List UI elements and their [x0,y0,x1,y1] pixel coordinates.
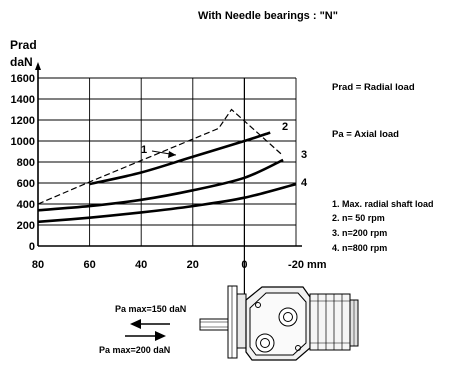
series-line-2 [89,131,271,186]
series-label-3: 3 [301,149,307,161]
y-axis-label-line2: daN [10,55,33,69]
y-tick-label: 1000 [11,136,35,148]
x-tick-label: 40 [135,259,147,271]
series-label-2: 2 [282,121,288,133]
legend-pa: Pa = Axial load [332,129,399,140]
motor-illustration [199,285,359,361]
x-tick-label: 80 [32,259,44,271]
series-label-4: 4 [301,177,308,189]
axial-arrow-right-icon [125,331,166,341]
x-tick-label: 20 [187,259,199,271]
y-tick-label: 1600 [11,73,35,85]
grid [38,77,297,300]
series-label-1: 1 [141,144,147,156]
x-tick-label: 0 [241,259,247,271]
axial-label-top: Pa max=150 daN [115,304,186,314]
y-tick-label: 200 [17,220,35,232]
y-tick-label: 800 [17,157,35,169]
chart-title: With Needle bearings : "N" [198,10,338,22]
series-lines [37,108,297,224]
y-axis-label-line1: Prad [10,38,37,52]
legend-item-1: 1. Max. radial shaft load [332,199,434,209]
y-axis-arrow-icon [35,62,41,70]
series-line-3 [37,158,284,212]
legend-item-4: 4. n=800 rpm [332,243,387,253]
x-tick-label: -20 [288,259,304,271]
y-tick-label: 400 [17,199,35,211]
y-tick-label: 0 [29,241,35,253]
legend-item-2: 2. n= 50 rpm [332,213,385,223]
y-tick-label: 600 [17,178,35,190]
series-line-4 [37,182,297,224]
y-tick-label: 1200 [11,115,35,127]
legend-prad: Prad = Radial load [332,82,415,93]
x-axis-unit: mm [307,259,327,271]
legend-item-3: 3. n=200 rpm [332,228,387,238]
y-tick-label: 1400 [11,94,35,106]
series-line-1 [37,108,284,205]
axial-arrow-left-icon [130,319,170,329]
series-1-leader-arrow-icon [168,151,176,158]
x-tick-label: 60 [83,259,95,271]
axial-label-bottom: Pa max=200 daN [99,345,170,355]
